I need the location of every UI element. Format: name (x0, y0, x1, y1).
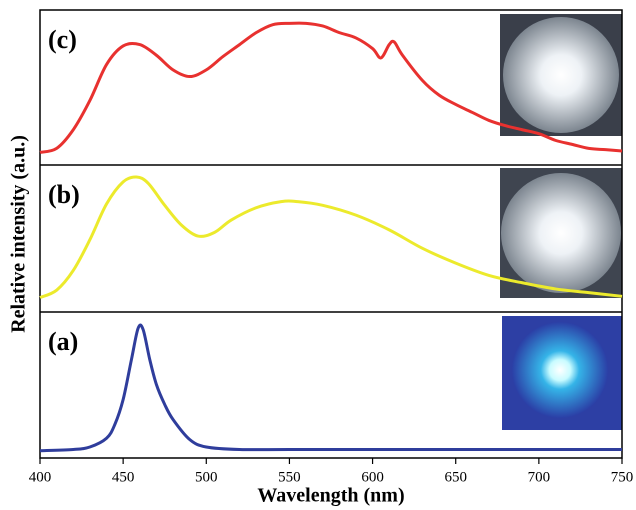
spectrum-line (39, 21, 623, 154)
x-tick-label: 550 (278, 469, 301, 485)
spectrum-line (39, 175, 623, 299)
spectrum-line (39, 323, 622, 453)
y-axis-label: Relative intensity (a.u.) (8, 135, 30, 333)
x-tick-label: 600 (361, 469, 384, 485)
panel-label: (a) (48, 327, 78, 356)
panel-label: (b) (48, 180, 80, 209)
x-tick-label: 700 (528, 469, 551, 485)
x-tick-label: 750 (611, 469, 634, 485)
panel-label: (c) (48, 25, 77, 54)
x-tick-label: 450 (112, 469, 135, 485)
plot-frame (39, 9, 623, 459)
x-axis-label: Wavelength (nm) (257, 485, 404, 507)
x-tick-label: 400 (29, 469, 52, 485)
x-tick-label: 500 (195, 469, 218, 485)
x-tick-label: 650 (444, 469, 467, 485)
inset-photo (500, 14, 622, 430)
